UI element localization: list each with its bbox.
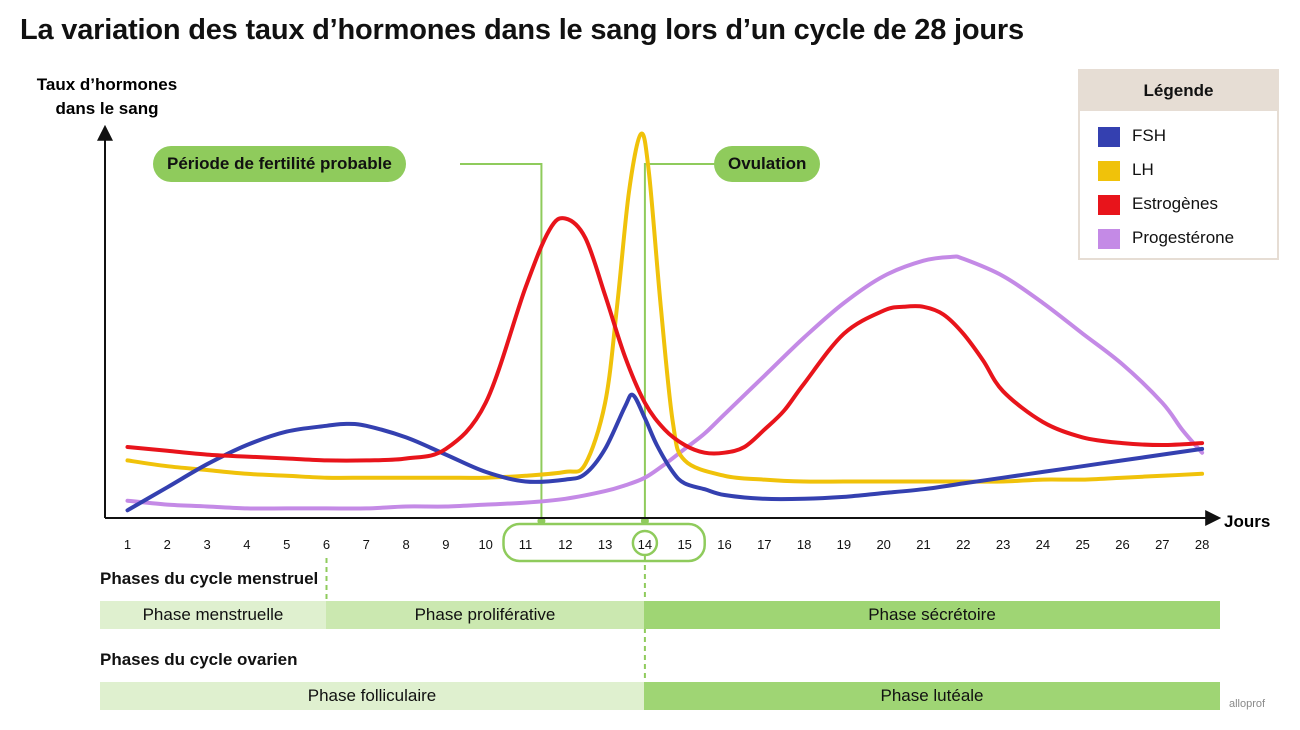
legend-swatch-fsh bbox=[1098, 126, 1120, 147]
x-tick-label-26: 26 bbox=[1115, 537, 1129, 552]
x-tick-label-27: 27 bbox=[1155, 537, 1169, 552]
x-tick-label-12: 12 bbox=[558, 537, 572, 552]
x-tick-labels: 1 2 3 4 5 6 7 8 9 10 11 12 13 14 15 16 17 18 19 20 21 22 23 24 2… bbox=[124, 537, 1209, 552]
x-tick-label-17: 17 bbox=[757, 537, 771, 552]
legend-label-lh: LH bbox=[1132, 160, 1154, 179]
legend-label-estrogens: Estrogènes bbox=[1132, 194, 1218, 213]
legend: Légende FSH LH Estrogènes Progestérone bbox=[1078, 69, 1279, 260]
x-tick-label-28: 28 bbox=[1195, 537, 1209, 552]
x-tick-label-24: 24 bbox=[1036, 537, 1050, 552]
ovulation-callout: Ovulation bbox=[714, 146, 821, 182]
legend-swatch-progesterone bbox=[1098, 228, 1120, 249]
x-tick-label-16: 16 bbox=[717, 537, 731, 552]
brand-logo-text: alloprof bbox=[1229, 698, 1266, 710]
x-tick-label-13: 13 bbox=[598, 537, 612, 552]
legend-item-fsh: FSH bbox=[1098, 125, 1166, 147]
x-tick-label-21: 21 bbox=[916, 537, 930, 552]
phase-folliculaire: Phase folliculaire bbox=[100, 682, 644, 710]
legend-title: Légende bbox=[1080, 71, 1277, 111]
series-line-fsh bbox=[125, 392, 1205, 513]
legend-swatch-estrogens bbox=[1098, 194, 1120, 215]
x-tick-label-22: 22 bbox=[956, 537, 970, 552]
x-tick-label-3: 3 bbox=[203, 537, 210, 552]
x-tick-label-7: 7 bbox=[363, 537, 370, 552]
legend-item-progesterone: Progestérone bbox=[1098, 227, 1234, 249]
legend-swatch-lh bbox=[1098, 160, 1120, 181]
chart-title: La variation des taux d’hormones dans le… bbox=[20, 14, 1024, 46]
x-tick-label-14: 14 bbox=[638, 537, 652, 552]
ovulation-day-circle bbox=[631, 529, 659, 557]
phase-luteale: Phase lutéale bbox=[644, 682, 1220, 710]
fertility-connector bbox=[460, 163, 543, 521]
legend-item-lh: LH bbox=[1098, 159, 1154, 181]
x-tick-label-1: 1 bbox=[124, 537, 131, 552]
fertility-callout: Période de fertilité probable bbox=[153, 146, 406, 182]
phase-menstruelle: Phase menstruelle bbox=[100, 601, 326, 629]
x-tick-label-5: 5 bbox=[283, 537, 290, 552]
series-line-estrognes bbox=[125, 216, 1205, 463]
legend-label-progesterone: Progestérone bbox=[1132, 228, 1235, 247]
x-tick-label-8: 8 bbox=[402, 537, 409, 552]
x-tick-label-23: 23 bbox=[996, 537, 1010, 552]
x-tick-label-18: 18 bbox=[797, 537, 811, 552]
x-tick-label-6: 6 bbox=[323, 537, 330, 552]
x-tick-label-10: 10 bbox=[478, 537, 492, 552]
legend-label-fsh: FSH bbox=[1132, 126, 1166, 145]
menstrual-phases-title: Phases du cycle menstruel bbox=[100, 569, 319, 588]
x-tick-label-9: 9 bbox=[442, 537, 449, 552]
x-tick-label-19: 19 bbox=[837, 537, 851, 552]
x-tick-label-2: 2 bbox=[164, 537, 171, 552]
phase-proliferative: Phase proliférative bbox=[326, 601, 644, 629]
hormone-curves bbox=[125, 131, 1205, 513]
x-tick-label-4: 4 bbox=[243, 537, 250, 552]
x-tick-label-25: 25 bbox=[1075, 537, 1089, 552]
phase-secretoire: Phase sécrétoire bbox=[644, 601, 1220, 629]
x-tick-label-11: 11 bbox=[519, 537, 533, 552]
ovarian-phases-title: Phases du cycle ovarien bbox=[100, 650, 298, 669]
legend-item-estrogens: Estrogènes bbox=[1098, 193, 1218, 215]
series-line-progestrone bbox=[125, 254, 1205, 511]
x-tick-label-15: 15 bbox=[677, 537, 691, 552]
ovulation-connector bbox=[643, 163, 716, 521]
y-axis-label-line-1: Taux d’hormones bbox=[37, 75, 177, 94]
fertility-window-box bbox=[502, 522, 706, 563]
y-axis-label-line-2: dans le sang bbox=[56, 99, 159, 118]
x-axis-label: Jours bbox=[1224, 512, 1270, 531]
x-tick-label-20: 20 bbox=[876, 537, 890, 552]
